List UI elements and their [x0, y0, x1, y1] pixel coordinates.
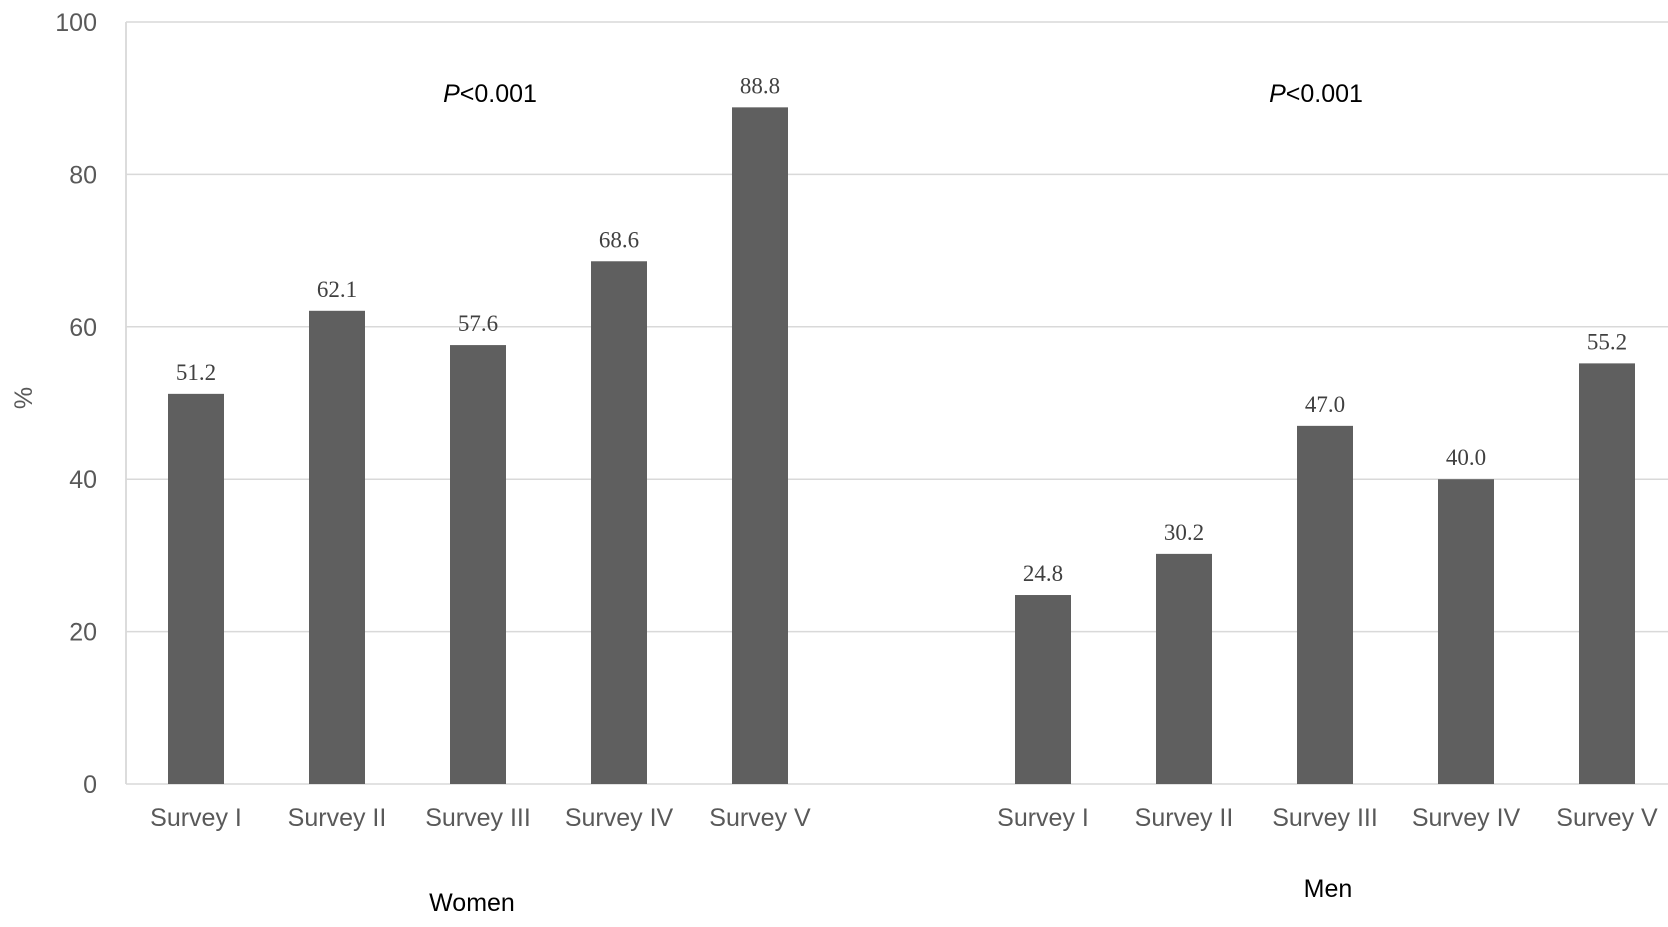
y-tick-label: 80 — [69, 161, 97, 189]
data-label: 62.1 — [317, 277, 357, 302]
p-italic: P — [443, 80, 460, 108]
p-value: <0.001 — [460, 80, 537, 108]
x-tick-label: Survey IV — [1412, 804, 1521, 832]
data-label: 30.2 — [1164, 520, 1204, 545]
data-label: 68.6 — [599, 227, 639, 252]
data-label: 51.2 — [176, 360, 216, 385]
data-label: 57.6 — [458, 311, 498, 336]
bar-women-2 — [309, 310, 365, 784]
y-tick-label: 0 — [83, 771, 97, 799]
bar-men-5 — [1579, 363, 1635, 784]
bar-women-5 — [732, 107, 788, 785]
y-axis-ticks: 0 20 40 60 80 100 — [55, 9, 97, 799]
group-label-men: Men — [1304, 875, 1353, 903]
x-tick-label: Survey V — [709, 804, 811, 832]
x-tick-label: Survey III — [1272, 804, 1378, 832]
x-tick-label: Survey II — [288, 804, 387, 832]
bars — [168, 107, 1635, 785]
category-labels: 51.2 Survey I 62.1 Survey II 57.6 Survey III 6… — [150, 73, 1658, 917]
group-label-women: Women — [429, 889, 515, 917]
bar-men-2 — [1156, 553, 1212, 784]
data-label: 55.2 — [1587, 329, 1627, 354]
bar-women-3 — [450, 345, 506, 784]
bar-men-1 — [1015, 595, 1071, 784]
y-tick-label: 100 — [55, 9, 97, 37]
x-tick-label: Survey I — [150, 804, 242, 832]
y-axis-label: % — [10, 387, 38, 409]
y-tick-label: 20 — [69, 619, 97, 647]
p-italic: P — [1269, 80, 1286, 108]
bar-women-4 — [591, 261, 647, 784]
data-label: 40.0 — [1446, 445, 1486, 470]
data-label: 88.8 — [740, 73, 780, 98]
data-label: 24.8 — [1023, 561, 1063, 586]
x-tick-label: Survey III — [425, 804, 531, 832]
x-tick-label: Survey II — [1135, 804, 1234, 832]
data-label: 47.0 — [1305, 392, 1345, 417]
bar-women-1 — [168, 393, 224, 784]
bar-men-4 — [1438, 479, 1494, 784]
y-tick-label: 40 — [69, 466, 97, 494]
x-tick-label: Survey IV — [565, 804, 674, 832]
p-value: <0.001 — [1286, 80, 1363, 108]
x-tick-label: Survey V — [1556, 804, 1658, 832]
p-value-annotation: P<0.001 — [443, 80, 537, 108]
y-tick-label: 60 — [69, 314, 97, 342]
bar-men-3 — [1297, 425, 1353, 784]
x-tick-label: Survey I — [997, 804, 1089, 832]
gridlines — [125, 21, 1668, 785]
p-value-annotation: P<0.001 — [1269, 80, 1363, 108]
